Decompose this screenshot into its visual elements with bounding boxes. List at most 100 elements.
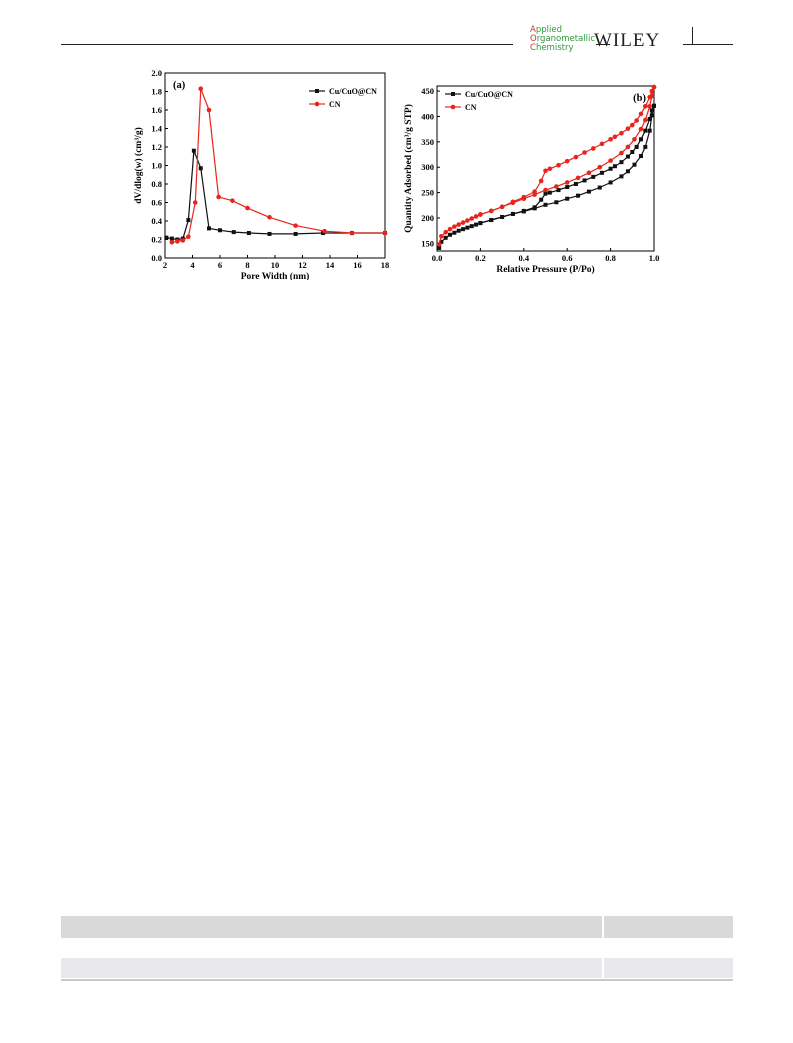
- legend-label: CN: [465, 103, 477, 112]
- data-point: [608, 166, 613, 171]
- data-point: [554, 200, 559, 205]
- data-point: [543, 168, 548, 174]
- data-point: [565, 196, 570, 201]
- header-rule-right: [683, 44, 733, 45]
- data-point: [474, 222, 479, 227]
- data-point: [651, 84, 657, 90]
- data-point: [582, 178, 587, 183]
- data-point: [539, 197, 544, 202]
- data-point: [647, 128, 652, 133]
- x-tick-label: 0.8: [605, 253, 616, 263]
- data-point: [437, 245, 442, 250]
- data-point: [643, 128, 648, 133]
- data-point: [649, 88, 655, 94]
- data-point: [532, 189, 537, 194]
- y-axis-label: dV/dlog(w) (cm³/g): [133, 127, 144, 203]
- data-point: [625, 126, 631, 131]
- data-point: [632, 137, 637, 142]
- legend-label: Cu/CuO@CN: [329, 87, 377, 96]
- series-line: [166, 150, 385, 241]
- data-point: [469, 216, 475, 221]
- data-point: [599, 141, 605, 147]
- data-point: [267, 231, 272, 236]
- data-point: [521, 208, 526, 213]
- data-point: [649, 113, 654, 118]
- chart-panel-b: 0.0 0.2 0.4 0.6 0.8 1.0 150 200 250 300 350 400 450 R…: [403, 84, 660, 275]
- header-rule: [61, 44, 513, 45]
- chart-panel-a: 2 4 6 8 10 12 14 16 18 0.0 0.2 0.4 0.6 0.8 1.0 1.2 1.4 1.…: [133, 68, 390, 280]
- data-point: [619, 150, 624, 156]
- panel-label: (b): [633, 93, 646, 104]
- data-point: [638, 111, 644, 117]
- data-point: [465, 225, 470, 230]
- data-point: [478, 221, 483, 226]
- data-point: [439, 239, 444, 244]
- x-tick-label: 1.0: [649, 253, 660, 263]
- x-tick-label: 4: [190, 260, 195, 270]
- data-point: [439, 233, 444, 239]
- y-tick-label: 1.6: [151, 105, 162, 115]
- x-tick-label: 10: [271, 260, 280, 270]
- x-tick-label: 18: [381, 260, 390, 270]
- y-tick-label: 200: [421, 213, 434, 223]
- x-tick-label: 2: [163, 260, 167, 270]
- journal-line2: rganometallic: [536, 34, 596, 44]
- data-point: [590, 146, 596, 151]
- publisher-dash: [596, 44, 610, 45]
- data-point: [510, 211, 515, 216]
- x-tick-label: 12: [298, 260, 307, 270]
- data-point: [608, 158, 613, 163]
- y-tick-label: 150: [421, 238, 434, 248]
- data-point: [488, 208, 494, 214]
- panel-label: (a): [173, 80, 186, 91]
- y-tick-label: 2.0: [151, 68, 162, 78]
- y-tick-label: 300: [421, 162, 434, 172]
- x-tick-label: 8: [245, 260, 249, 270]
- data-point: [382, 230, 388, 236]
- data-point: [619, 130, 624, 136]
- data-point: [554, 184, 559, 189]
- data-point: [634, 118, 639, 123]
- data-point: [452, 230, 457, 235]
- data-point: [597, 185, 602, 190]
- series-line: [171, 88, 385, 243]
- data-point: [547, 166, 553, 172]
- data-point: [543, 202, 548, 207]
- data-point: [638, 126, 644, 132]
- data-point: [349, 230, 355, 236]
- data-point: [608, 137, 613, 142]
- data-point: [643, 144, 648, 149]
- series-cn: [169, 86, 388, 245]
- journal-line3: hemistry: [535, 43, 574, 53]
- series-line: [480, 86, 655, 215]
- data-point: [619, 174, 624, 179]
- data-point: [586, 189, 591, 194]
- data-point: [576, 193, 581, 198]
- data-point: [267, 215, 272, 220]
- data-point: [625, 169, 630, 174]
- data-point: [608, 180, 613, 185]
- data-point: [461, 227, 466, 232]
- data-point: [630, 150, 635, 154]
- x-tick-label: 0.6: [562, 253, 573, 263]
- data-point: [465, 218, 470, 223]
- data-point: [647, 94, 652, 100]
- plot-frame: [164, 72, 386, 259]
- data-point: [443, 235, 448, 240]
- data-point: [638, 154, 643, 159]
- series-cn: [436, 84, 657, 247]
- series-cu-cuo-cn: [437, 103, 656, 250]
- data-point: [532, 205, 537, 210]
- data-point: [198, 86, 204, 92]
- data-point: [612, 164, 617, 169]
- data-point: [547, 190, 552, 195]
- plot-frame: [436, 85, 655, 252]
- x-axis-label: Pore Width (nm): [241, 271, 310, 280]
- data-point: [638, 137, 643, 142]
- data-point: [521, 194, 527, 200]
- x-tick-label: 16: [353, 260, 362, 270]
- data-point: [643, 117, 648, 123]
- y-tick-label: 1.2: [151, 142, 162, 152]
- data-point: [456, 222, 461, 227]
- table-row-bar-right: [604, 958, 733, 978]
